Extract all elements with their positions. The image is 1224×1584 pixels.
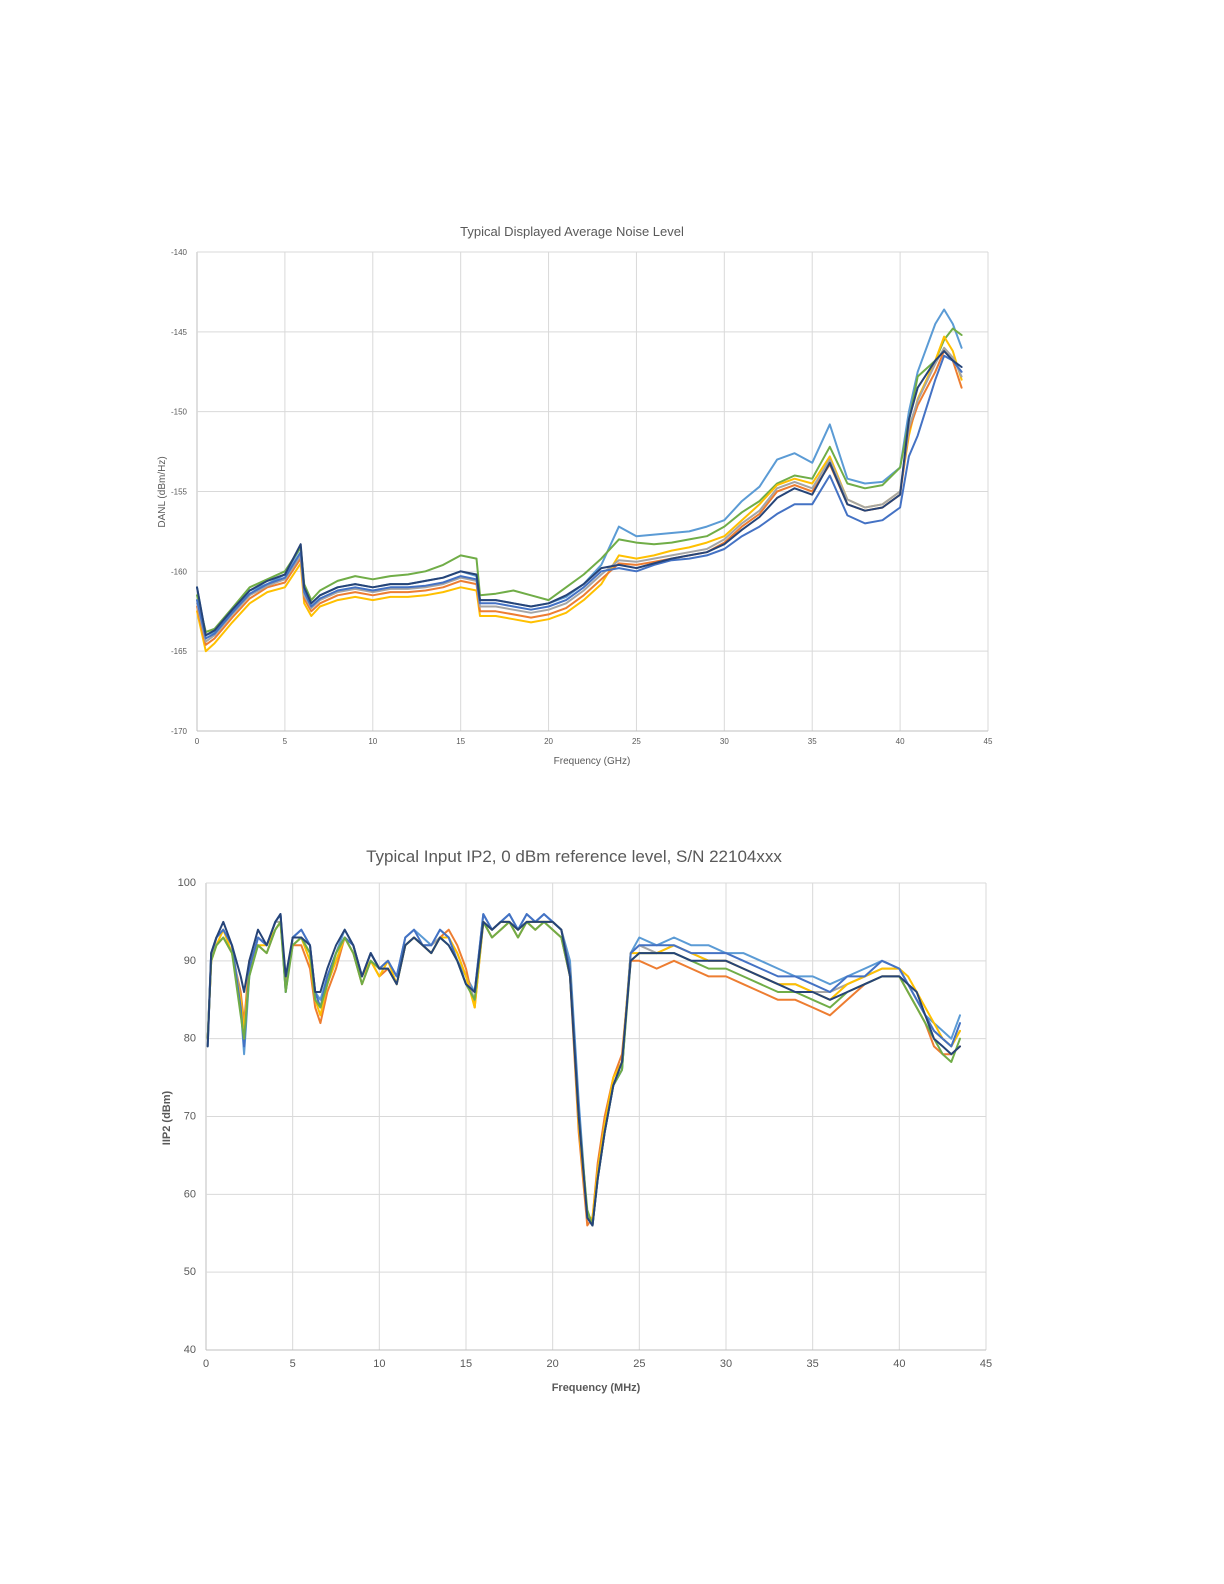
y-tick-label: -140 [171,248,188,257]
gridlines [205,882,987,1351]
danl-chart: Typical Displayed Average Noise Level DA… [157,224,993,767]
series-lines [196,308,963,653]
series-line-2 [196,327,963,633]
iip2-chart: Typical Input IP2, 0 dBm reference level… [161,847,992,1394]
y-tick-label: -150 [171,408,188,417]
x-tick-label: 45 [984,737,993,746]
y-tick-label: 50 [184,1266,196,1278]
x-tick-label: 20 [544,737,553,746]
x-tick-label: 40 [896,737,905,746]
gridlines [196,251,989,732]
x-tick-label: 25 [632,737,641,746]
x-axis-label: Frequency (MHz) [552,1382,641,1394]
y-tick-label: -155 [171,488,188,497]
x-tick-labels: 0 5 10 15 20 25 30 35 40 45 [203,1358,992,1370]
y-tick-label: -165 [171,647,188,656]
x-tick-label: 45 [980,1358,992,1370]
x-tick-label: 10 [373,1358,385,1370]
y-tick-label: 40 [184,1344,196,1356]
x-tick-label: 20 [547,1358,559,1370]
x-tick-label: 5 [283,737,288,746]
x-tick-label: 30 [720,1358,732,1370]
x-tick-label: 15 [460,1358,472,1370]
x-axis-label: Frequency (GHz) [554,756,631,767]
series-line-7 [206,913,961,1227]
y-tick-labels: -140 -145 -150 -155 -160 -165 -170 [171,248,188,736]
y-tick-label: 90 [184,955,196,967]
series-line-6 [206,920,961,1227]
y-tick-label: -160 [171,567,188,576]
chart-title: Typical Displayed Average Noise Level [460,224,684,239]
y-tick-label: -170 [171,727,188,736]
series-line-5 [196,346,963,643]
series-lines [206,913,961,1227]
y-tick-label: 70 [184,1111,196,1123]
chart-title: Typical Input IP2, 0 dBm reference level… [366,847,782,866]
x-tick-label: 0 [195,737,200,746]
x-tick-label: 0 [203,1358,209,1370]
y-axis-label: IIP2 (dBm) [161,1090,173,1145]
y-tick-label: 100 [178,877,196,889]
series-line-7 [196,350,963,637]
x-tick-label: 40 [893,1358,905,1370]
series-line-6 [196,354,963,640]
y-tick-label: 60 [184,1188,196,1200]
x-tick-label: 25 [633,1358,645,1370]
y-tick-label: -145 [171,328,188,337]
x-tick-label: 15 [456,737,465,746]
x-tick-label: 5 [290,1358,296,1370]
y-tick-labels: 100 90 80 70 60 50 40 [178,877,196,1356]
x-tick-label: 35 [807,1358,819,1370]
x-tick-labels: 0 5 10 15 20 25 30 35 40 45 [195,737,993,746]
y-tick-label: 80 [184,1033,196,1045]
x-tick-label: 10 [368,737,377,746]
y-axis-label: DANL (dBm/Hz) [157,456,168,527]
x-tick-label: 35 [808,737,817,746]
x-tick-label: 30 [720,737,729,746]
